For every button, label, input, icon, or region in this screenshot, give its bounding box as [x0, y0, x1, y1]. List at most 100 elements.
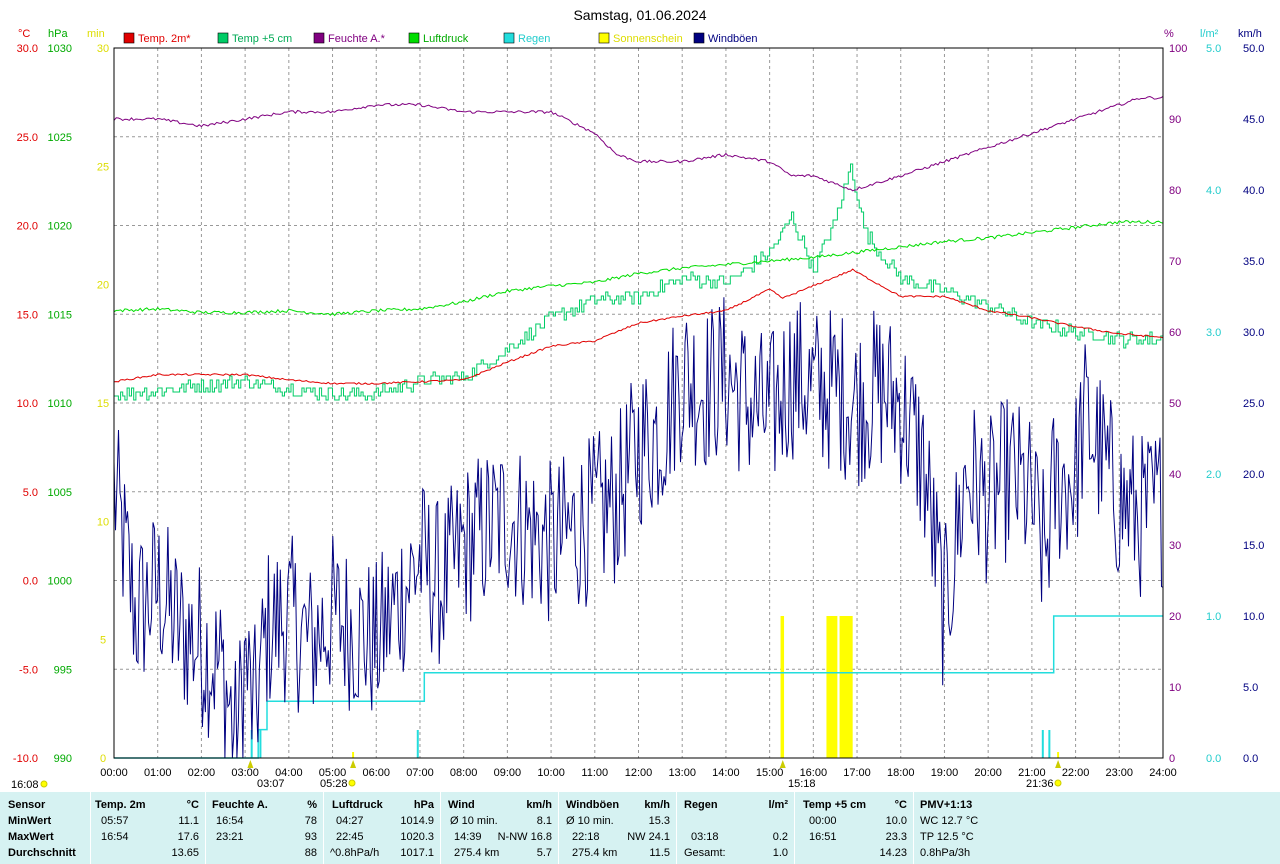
stats-header-temp5cm: Temp +5 cm [803, 799, 867, 811]
tick-label-celsius: 5.0 [23, 487, 38, 499]
time-marker-icon [247, 760, 254, 768]
tick-label-percent: 60 [1169, 327, 1181, 339]
tick-label-celsius: 30.0 [17, 43, 38, 55]
stats-luftdruck-trend: ^0.8hPa/h [330, 847, 380, 859]
tick-label-celsius: 10.0 [17, 398, 38, 410]
stats-pmv-tp: TP 12.5 °C [920, 831, 974, 843]
stats-table: Sensor MinWert MaxWert Durchschnitt Temp… [0, 792, 1280, 864]
tick-label-time: 12:00 [625, 767, 653, 779]
plot-border [113, 47, 1164, 759]
unit-min: min [87, 28, 105, 40]
tick-label-time: 13:00 [668, 767, 696, 779]
tick-label-time: 16:00 [800, 767, 828, 779]
tick-label-min: 20 [97, 280, 109, 292]
tick-label-time: 08:00 [450, 767, 478, 779]
legend-swatch [598, 32, 610, 44]
stats-wind-distance: 275.4 km [454, 847, 500, 859]
marker-sunset-time: 21:36 [1026, 778, 1054, 790]
tick-label-time: 02:00 [188, 767, 216, 779]
stats-feuchte-min-val: 78 [304, 815, 317, 827]
tick-label-time: 07:00 [406, 767, 434, 779]
marker-left-time: 16:08 [11, 779, 39, 791]
stats-col-temp5cm: Temp +5 cm °C 00:00 10.0 16:51 23.3 14.2… [795, 792, 913, 864]
stats-temp2m-max-time: 16:54 [101, 831, 129, 843]
legend-swatch [503, 32, 515, 44]
stats-row-label-avg: Durchschnitt [8, 847, 76, 859]
legend-swatch [313, 32, 325, 44]
tick-label-kmh: 40.0 [1243, 185, 1264, 197]
legend-label: Temp. 2m* [138, 33, 191, 45]
stats-wind-avg10-label: Ø 10 min. [450, 815, 498, 827]
tick-label-percent: 70 [1169, 256, 1181, 268]
unit-percent: % [1164, 28, 1174, 40]
stats-header-luftdruck: Luftdruck [332, 799, 383, 811]
stats-windboeen-avg-val: 11.5 [649, 847, 670, 859]
tick-label-kmh: 0.0 [1243, 753, 1258, 765]
tick-label-time: 17:00 [843, 767, 871, 779]
unit-kmh: km/h [1238, 28, 1262, 40]
stats-feuchte-max-time: 23:21 [216, 831, 244, 843]
stats-unit-temp5cm: °C [894, 799, 907, 811]
stats-regen-total-val: 1.0 [772, 847, 788, 859]
tick-label-min: 30 [97, 43, 109, 55]
tick-label-percent: 0 [1169, 753, 1175, 765]
stats-row-label-max: MaxWert [8, 831, 54, 843]
unit-lm2: l/m² [1200, 28, 1219, 40]
tick-label-celsius: 15.0 [17, 309, 38, 321]
tick-label-hpa: 1015 [48, 309, 72, 321]
stats-row-label-min: MinWert [8, 815, 52, 827]
tick-label-min: 10 [97, 516, 109, 528]
tick-label-percent: 30 [1169, 540, 1181, 552]
tick-label-lm2: 4.0 [1206, 185, 1221, 197]
sun-icon [40, 780, 48, 788]
legend-label: Windböen [708, 33, 758, 45]
sunshine-bar [826, 616, 838, 758]
time-marker-icon [1055, 760, 1062, 768]
sun-icon [348, 779, 356, 787]
tick-label-percent: 20 [1169, 611, 1181, 623]
tick-label-percent: 50 [1169, 398, 1181, 410]
stats-col-sensor: Sensor MinWert MaxWert Durchschnitt [0, 792, 90, 864]
marker-min-time: 15:18 [788, 778, 816, 790]
stats-unit-windboeen: km/h [644, 799, 670, 811]
tick-label-hpa: 1005 [48, 487, 72, 499]
legend-label: Temp +5 cm [232, 33, 292, 45]
tick-label-lm2: 0.0 [1206, 753, 1221, 765]
unit-hpa: hPa [48, 28, 68, 40]
stats-temp2m-min-time: 05:57 [101, 815, 129, 827]
tick-label-percent: 40 [1169, 469, 1181, 481]
stats-header-regen: Regen [684, 799, 718, 811]
stats-header-wind: Wind [448, 799, 475, 811]
axis-labels: 30.025.020.015.010.05.00.0-5.0-10.010301… [13, 43, 1265, 779]
sunshine-bar [1057, 752, 1060, 758]
stats-windboeen-max-dir: NW 24.1 [627, 831, 670, 843]
legend-swatch [217, 32, 229, 44]
stats-temp5cm-avg-val: 14.23 [879, 847, 907, 859]
tick-label-hpa: 1020 [48, 221, 72, 233]
legend-swatch [408, 32, 420, 44]
tick-label-lm2: 1.0 [1206, 611, 1221, 623]
stats-windboeen-avg10-label: Ø 10 min. [566, 815, 614, 827]
tick-label-percent: 10 [1169, 682, 1181, 694]
stats-pmv-pressure-trend: 0.8hPa/3h [920, 847, 971, 859]
legend: Temp. 2m* Temp +5 cm Feuchte A.* Luftdruck R… [123, 32, 758, 45]
stats-luftdruck-max-val: 1020.3 [400, 831, 434, 843]
tick-label-time: 10:00 [537, 767, 565, 779]
stats-regen-max-time: 03:18 [691, 831, 719, 843]
tick-label-min: 15 [97, 398, 109, 410]
stats-windboeen-distance: 275.4 km [572, 847, 618, 859]
tick-label-min: 5 [100, 635, 106, 647]
stats-separator [440, 792, 441, 864]
stats-wind-max-dir: N-NW 16.8 [497, 831, 552, 843]
weather-chart: Samstag, 01.06.2024 °C hPa min % l/m² km… [11, 7, 1265, 791]
marker-sunrise-time: 03:07 [257, 778, 285, 790]
stats-unit-feuchte: % [307, 799, 317, 811]
stats-header-feuchte: Feuchte A. [212, 799, 268, 811]
stats-temp5cm-max-val: 23.3 [885, 831, 907, 843]
stats-luftdruck-max-time: 22:45 [336, 831, 364, 843]
tick-label-hpa: 995 [54, 664, 72, 676]
tick-label-min: 0 [100, 753, 106, 765]
stats-col-temp2m: Temp. 2m °C 05:57 11.1 16:54 17.6 13.65 [91, 792, 205, 864]
tick-label-time: 06:00 [362, 767, 390, 779]
series-line-temp2m [113, 268, 1164, 385]
